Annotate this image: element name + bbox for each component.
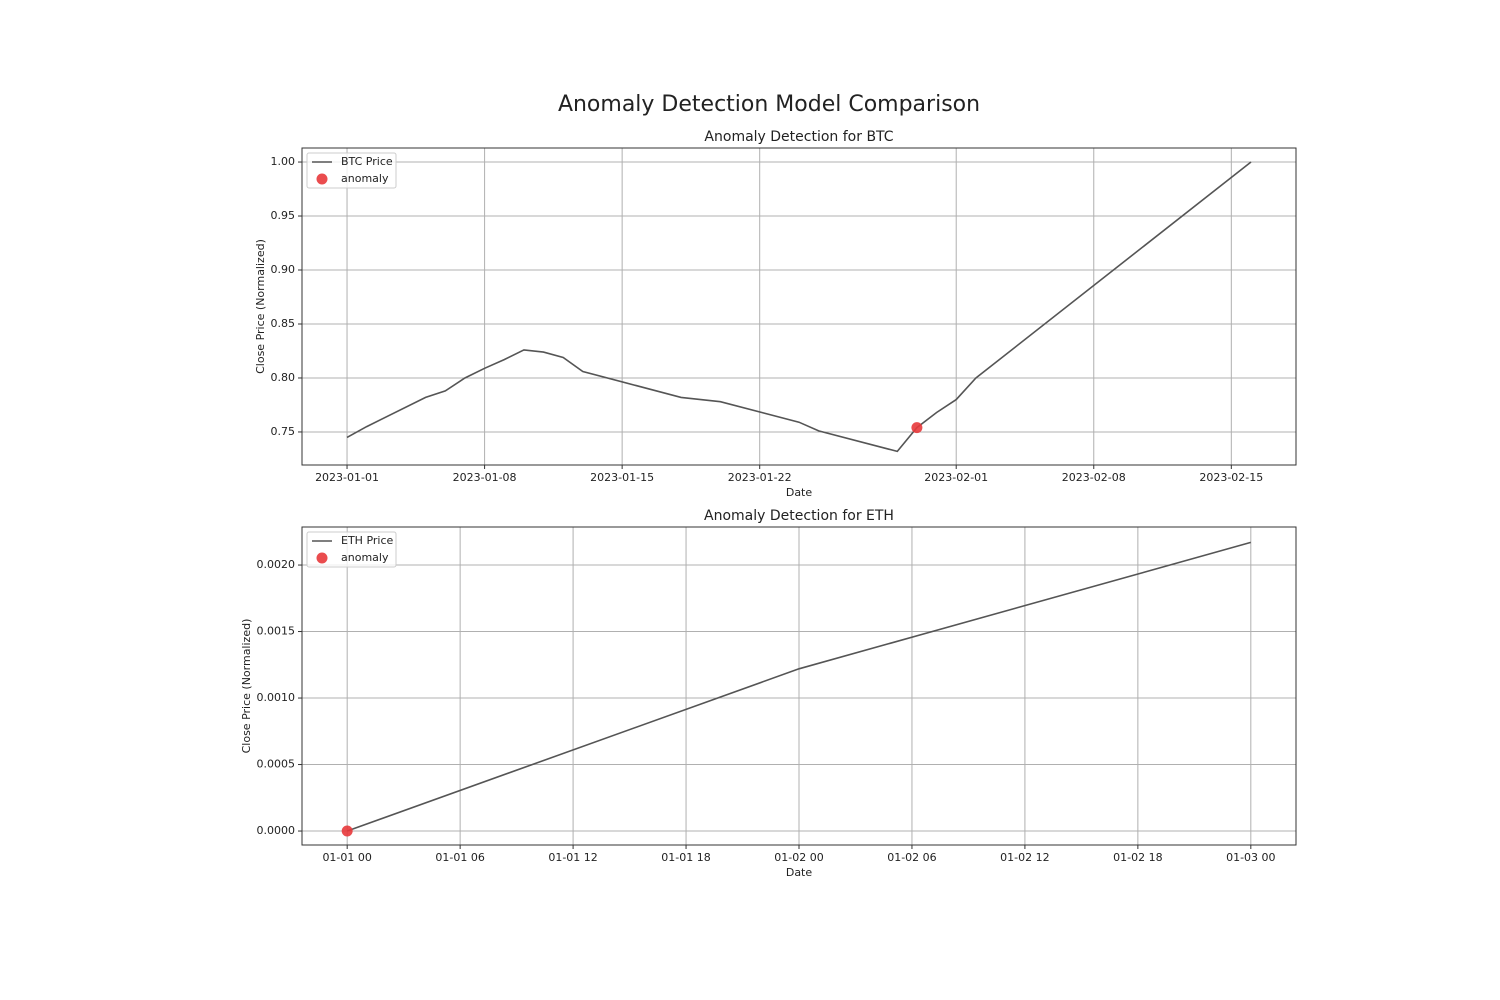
x-tick-label: 2023-02-08 (1062, 471, 1126, 484)
anomaly-point (911, 422, 923, 434)
x-tick-label: 2023-01-01 (315, 471, 379, 484)
y-axis-label: Close Price (Normalized) (240, 619, 253, 754)
x-axis-label: Date (786, 486, 813, 499)
price-line (346, 541, 1252, 832)
x-tick-label: 2023-01-15 (590, 471, 654, 484)
plot-frame (301, 147, 1297, 466)
subplot-title: Anomaly Detection for ETH (704, 508, 894, 524)
y-tick-label: 0.0000 (257, 824, 296, 837)
subplot-title: Anomaly Detection for BTC (704, 129, 893, 145)
y-tick-label: 0.80 (271, 371, 296, 384)
x-tick-label: 2023-01-08 (453, 471, 517, 484)
x-tick-label: 01-01 18 (661, 851, 710, 864)
x-tick-label: 01-02 12 (1000, 851, 1049, 864)
price-line (346, 161, 1252, 453)
y-tick-label: 0.95 (271, 209, 296, 222)
y-tick-label: 0.0010 (257, 691, 296, 704)
y-tick-label: 0.75 (271, 425, 296, 438)
legend-label: anomaly (341, 172, 389, 185)
x-tick-label: 01-02 18 (1113, 851, 1162, 864)
x-tick-label: 01-02 06 (887, 851, 936, 864)
x-tick-label: 01-01 12 (548, 851, 597, 864)
plot-frame (301, 526, 1297, 846)
legend-marker (316, 173, 328, 185)
x-tick-label: 2023-02-01 (924, 471, 988, 484)
legend-label: anomaly (341, 551, 389, 564)
x-tick-label: 2023-02-15 (1199, 471, 1263, 484)
y-axis-label: Close Price (Normalized) (254, 239, 267, 374)
y-tick-label: 0.0015 (257, 625, 296, 638)
anomaly-point (341, 825, 353, 837)
x-tick-label: 2023-01-22 (728, 471, 792, 484)
legend-marker (316, 552, 328, 564)
y-tick-label: 0.90 (271, 263, 296, 276)
legend-label: ETH Price (341, 534, 394, 547)
x-tick-label: 01-01 00 (322, 851, 371, 864)
y-tick-label: 0.0020 (257, 558, 296, 571)
x-tick-label: 01-03 00 (1226, 851, 1275, 864)
x-tick-label: 01-02 00 (774, 851, 823, 864)
x-axis-label: Date (786, 866, 813, 879)
y-tick-label: 0.85 (271, 317, 296, 330)
figure-title: Anomaly Detection Model Comparison (558, 92, 980, 117)
y-tick-label: 0.0005 (257, 758, 296, 771)
x-tick-label: 01-01 06 (435, 851, 484, 864)
legend-label: BTC Price (341, 155, 393, 168)
y-tick-label: 1.00 (271, 155, 296, 168)
